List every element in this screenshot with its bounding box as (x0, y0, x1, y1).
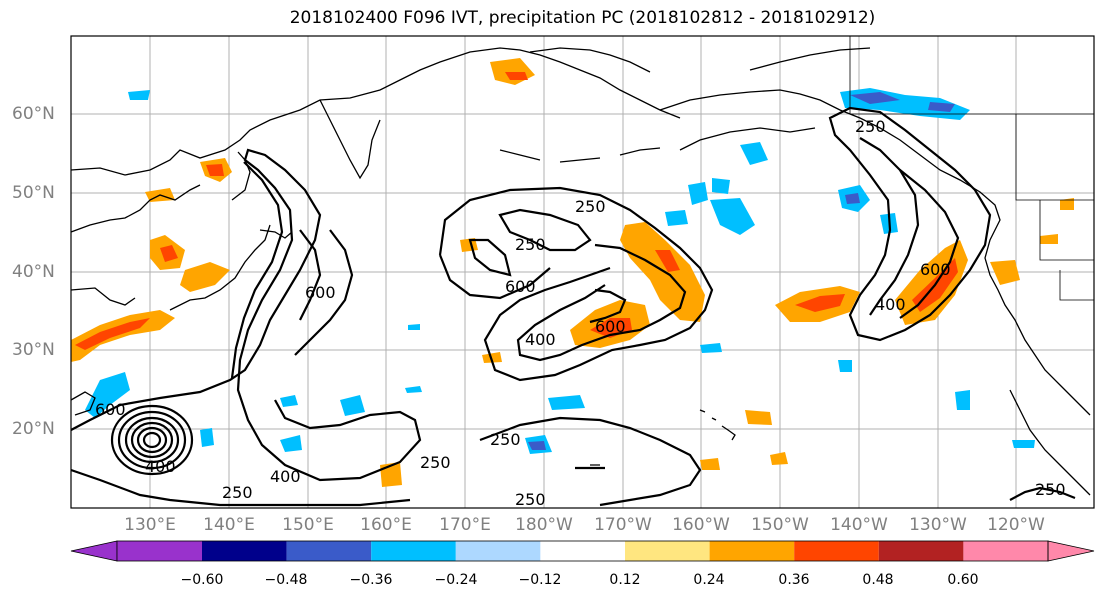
colorbar-segment (202, 541, 287, 561)
lat-label-40n: 40°N (12, 262, 55, 282)
colorbar-segment (371, 541, 456, 561)
lon-label-160e: 160°E (360, 515, 412, 535)
contour-label: 600 (505, 277, 536, 296)
colorbar (70, 540, 1095, 562)
contour-label: 600 (95, 400, 126, 419)
lon-label-180w: 180°W (515, 515, 573, 535)
lat-label-50n: 50°N (12, 183, 55, 203)
colorbar-tick: −0.36 (349, 572, 393, 588)
contour-label: 250 (855, 117, 886, 136)
contour-label: 250 (420, 453, 451, 472)
lon-label-160w: 160°W (672, 515, 730, 535)
lon-label-170e: 170°E (439, 515, 491, 535)
colorbar-segment (540, 541, 625, 561)
lat-label-30n: 30°N (12, 340, 55, 360)
lon-label-120w: 120°W (987, 515, 1045, 535)
colorbar-frame (116, 540, 1049, 562)
contour-label: 400 (145, 457, 176, 476)
colorbar-tick: 0.48 (862, 572, 894, 588)
contour-label: 250 (515, 235, 546, 254)
colorbar-tick: 0.24 (693, 572, 725, 588)
colorbar-tick: −0.60 (180, 572, 224, 588)
lon-label-150w: 150°W (751, 515, 809, 535)
lon-label-140e: 140°E (203, 515, 255, 535)
colorbar-segment (625, 541, 710, 561)
ivt-contours (70, 106, 1076, 507)
coastlines (70, 47, 1091, 496)
colorbar-segment (963, 541, 1048, 561)
lat-label-20n: 20°N (12, 419, 55, 439)
colorbar-tick: −0.12 (518, 572, 562, 588)
lon-label-170w: 170°W (594, 515, 652, 535)
colorbar-tick: 0.12 (609, 572, 641, 588)
lon-label-130w: 130°W (909, 515, 967, 535)
contour-label-group: 600 400 250 250 400 600 600 250 250 600 … (95, 117, 1066, 509)
colorbar-segment (286, 541, 372, 561)
contour-label: 250 (515, 490, 546, 509)
contour-label: 250 (1035, 480, 1066, 499)
contour-label: 250 (490, 430, 521, 449)
map-frame (70, 35, 1095, 509)
colorbar-segment (794, 541, 879, 561)
colorbar-segment (878, 541, 964, 561)
contour-label: 250 (575, 197, 606, 216)
contour-label: 400 (875, 295, 906, 314)
contour-label: 400 (270, 467, 301, 486)
colorbar-tick: 0.36 (778, 572, 810, 588)
colorbar-extend-high (1047, 540, 1095, 562)
colorbar-extend-low (70, 540, 118, 562)
lon-label-150e: 150°E (282, 515, 334, 535)
borders (849, 36, 1094, 301)
colorbar-segment (455, 541, 541, 561)
colorbar-tick: −0.48 (264, 572, 308, 588)
colorbar-segment (117, 541, 202, 561)
lon-label-130e: 130°E (124, 515, 176, 535)
colorbar-tick: 0.60 (947, 572, 979, 588)
lon-label-140w: 140°W (830, 515, 888, 535)
contour-label: 600 (595, 317, 626, 336)
lat-label-60n: 60°N (12, 104, 55, 124)
colorbar-tick: −0.24 (434, 572, 478, 588)
contour-label: 600 (920, 260, 951, 279)
contour-label: 600 (305, 283, 336, 302)
contour-label: 250 (222, 483, 253, 502)
contour-label: 400 (525, 330, 556, 349)
map-title: 2018102400 F096 IVT, precipitation PC (2… (289, 8, 876, 28)
colorbar-segment (709, 541, 795, 561)
